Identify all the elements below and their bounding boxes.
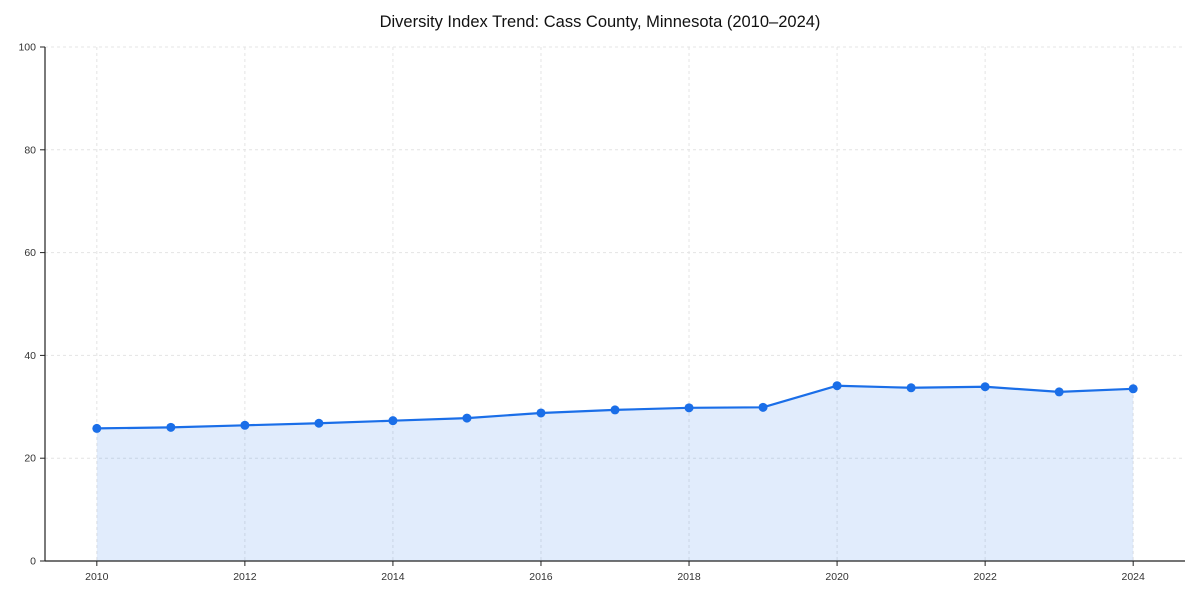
data-point <box>462 413 472 423</box>
y-tick-label: 60 <box>24 247 36 259</box>
x-tick-label: 2016 <box>529 571 553 583</box>
data-point <box>832 381 842 391</box>
x-tick-label: 2022 <box>973 571 997 583</box>
y-tick-label: 100 <box>18 42 36 54</box>
series-area-fill <box>96 385 1134 561</box>
y-tick-label: 80 <box>24 144 36 156</box>
x-tick-label: 2024 <box>1122 571 1146 583</box>
x-tick-label: 2010 <box>85 571 109 583</box>
y-tick-label: 20 <box>24 453 36 465</box>
data-point <box>610 405 620 415</box>
x-tick-label: 2018 <box>677 571 701 583</box>
data-point <box>92 423 102 433</box>
y-tick-label: 40 <box>24 350 36 362</box>
data-point <box>980 382 990 392</box>
chart-title: Diversity Index Trend: Cass County, Minn… <box>379 13 821 31</box>
data-point <box>1054 387 1064 397</box>
data-point <box>314 418 324 428</box>
data-point <box>906 383 916 393</box>
data-point <box>388 416 398 426</box>
data-point <box>166 422 176 432</box>
x-tick-label: 2020 <box>825 571 849 583</box>
x-tick-label: 2014 <box>381 571 405 583</box>
y-tick-label: 0 <box>30 556 36 568</box>
data-point <box>758 402 768 412</box>
data-point <box>1128 384 1138 394</box>
data-point <box>240 420 250 430</box>
x-tick-label: 2012 <box>233 571 257 583</box>
data-point <box>684 403 694 413</box>
data-point <box>536 408 546 418</box>
